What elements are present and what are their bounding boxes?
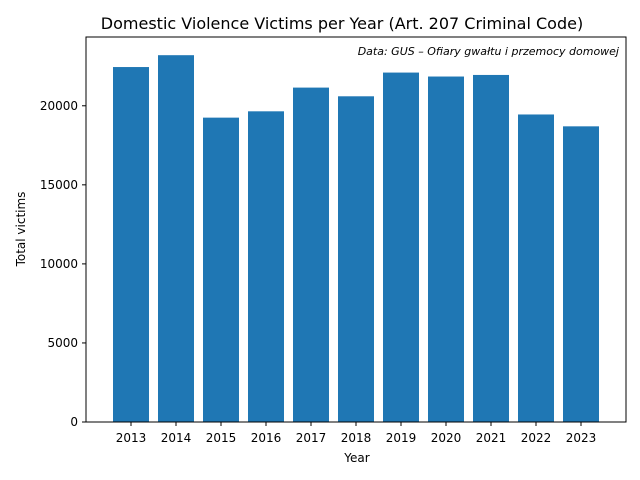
bar-2018 <box>338 96 374 423</box>
x-tick-label: 2013 <box>116 431 147 445</box>
chart-title: Domestic Violence Victims per Year (Art.… <box>101 14 583 33</box>
bar-2013 <box>113 67 149 422</box>
x-tick-label: 2019 <box>386 431 417 445</box>
bar-2017 <box>293 87 329 422</box>
bar-2014 <box>158 55 194 423</box>
plot-frame <box>85 36 627 423</box>
y-tick-label: 5000 <box>47 336 78 350</box>
bar-2022 <box>518 114 554 422</box>
y-tick-label: 0 <box>70 415 78 429</box>
bar-2020 <box>428 76 464 423</box>
x-tick-label: 2015 <box>206 431 237 445</box>
y-tick-label: 20000 <box>40 99 78 113</box>
y-tick-label: 15000 <box>40 178 78 192</box>
bar-2021 <box>473 74 509 423</box>
source-annotation: Data: GUS – Ofiary gwałtu i przemocy dom… <box>358 45 620 58</box>
bar-2019 <box>383 72 419 422</box>
bar-2016 <box>248 111 284 422</box>
y-tick-label: 10000 <box>40 257 78 271</box>
x-tick-label: 2016 <box>251 431 282 445</box>
x-axis-label: Year <box>343 451 369 465</box>
x-tick-label: 2018 <box>341 431 372 445</box>
x-tick-label: 2021 <box>476 431 507 445</box>
bars-group <box>113 55 599 423</box>
y-axis-label: Total victims <box>14 192 28 268</box>
x-ticks-group: 2013 2014 2015 2016 2017 2018 2019 2020 2021 2022… <box>116 422 597 445</box>
x-tick-label: 2022 <box>521 431 552 445</box>
bar-2023 <box>563 126 599 423</box>
bar-2015 <box>203 117 239 423</box>
x-tick-label: 2020 <box>431 431 462 445</box>
x-tick-label: 2017 <box>296 431 327 445</box>
y-ticks-group: 0 5000 10000 15000 20000 <box>40 99 86 429</box>
x-tick-label: 2014 <box>161 431 192 445</box>
x-tick-label: 2023 <box>566 431 597 445</box>
